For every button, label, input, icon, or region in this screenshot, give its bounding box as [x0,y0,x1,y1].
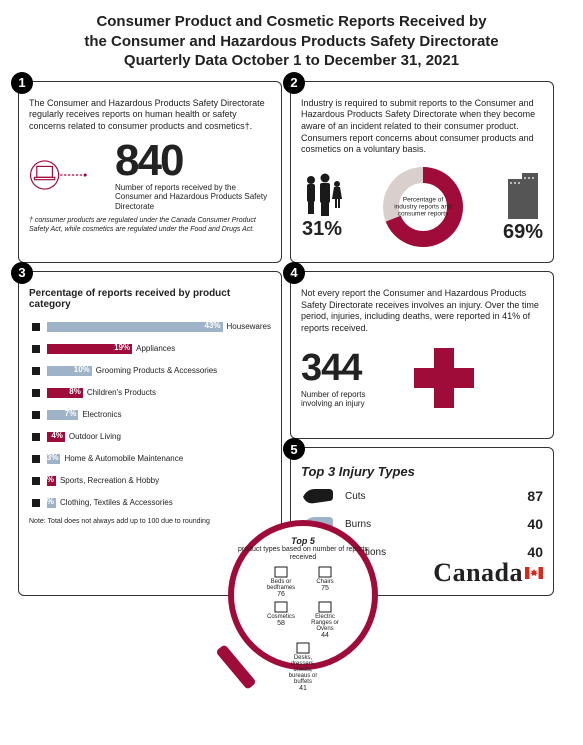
laptop-icon [29,145,107,205]
panel1-footnote: † consumer products are regulated under … [29,217,271,234]
bar-label: Electronics [82,410,121,419]
hand-icon [301,485,335,507]
panel4-number: 344 [301,347,391,390]
page-title: Consumer Product and Cosmetic Reports Re… [18,12,565,71]
people-icon [301,172,343,216]
magnifier-item-value: 58 [277,620,285,627]
magnifier-title: Top 5 [291,536,315,546]
consumer-pct: 31% [302,218,342,241]
canada-flag-icon [525,567,543,579]
magnifier-item-label: Electric Ranges or Ovens [307,614,343,632]
magnifier-item: Desks, dressers, chests, bureaus or buff… [285,641,321,692]
panel1-intro: The Consumer and Hazardous Products Safe… [29,98,271,133]
bar-row: 4% Outdoor Living [29,430,271,444]
bar-pct: 3% [47,453,59,462]
product-icon [317,565,333,579]
panel-2: 2 Industry is required to submit reports… [290,81,554,263]
panel4-caption: Number of reports involving an injury [301,390,391,409]
bar-row: 7% Electronics [29,408,271,422]
magnifier-item-value: 41 [299,685,307,692]
badge-2: 2 [283,72,305,94]
bar-label: Sports, Recreation & Hobby [60,476,159,485]
bar-label: Children's Products [87,388,156,397]
bar-label: Appliances [136,344,175,353]
bar-row: 3% Home & Automobile Maintenance [29,452,271,466]
bar-pct: 10% [74,365,90,374]
appliance-icon [29,342,43,356]
badge-1: 1 [11,72,33,94]
panel-1: 1 The Consumer and Hazardous Products Sa… [18,81,282,263]
cross-icon [409,343,479,413]
clothing-icon [29,496,43,510]
grooming-icon [29,364,43,378]
bar-row: 10% Grooming Products & Accessories [29,364,271,378]
bar-row: 2% Sports, Recreation & Hobby [29,474,271,488]
magnifier-item-value: 44 [321,632,329,639]
magnifier-item: Cosmetics 58 [263,600,299,639]
injury-row: Cuts 87 [301,485,543,507]
bar-pct: 19% [114,343,130,352]
magnifier-item: Chairs 75 [307,565,343,598]
bar-label: Clothing, Textiles & Accessories [60,498,173,507]
bar-row: 8% Children's Products [29,386,271,400]
panel5-title: Top 3 Injury Types [301,464,543,479]
magnifier-item: Beds or bedframes 76 [263,565,299,598]
building-icon [504,169,542,219]
bar-label: Outdoor Living [69,432,121,441]
product-icon [273,600,289,614]
bar-pct: 43% [205,321,221,330]
injury-count: 40 [513,516,543,532]
canada-wordmark: Canada [433,558,543,588]
bar-row: 43% Housewares [29,320,271,334]
product-icon [317,600,333,614]
donut-label: Percentage of industry reports and consu… [393,196,453,217]
industry-pct: 69% [503,221,543,244]
bar-pct: 2% [42,475,54,484]
bar-pct: 7% [65,409,77,418]
bar-label: Housewares [227,322,271,331]
bar-pct: 4% [51,431,63,440]
donut-chart: Percentage of industry reports and consu… [378,162,468,252]
badge-4: 4 [283,262,305,284]
outdoor-icon [29,430,43,444]
bar-pct: 2% [42,497,54,506]
badge-3: 3 [11,262,33,284]
bar-pct: 8% [69,387,81,396]
magnifier-item-label: Desks, dressers, chests, bureaus or buff… [285,655,321,685]
bar-row: 19% Appliances [29,342,271,356]
panel2-intro: Industry is required to submit reports t… [301,98,543,156]
injury-label: Cuts [345,491,503,502]
magnifier-item-value: 76 [277,591,285,598]
magnifier-subtitle: product types based on number of reports… [234,546,372,561]
panel4-intro: Not every report the Consumer and Hazard… [301,288,543,335]
product-icon [273,565,289,579]
child-icon [29,386,43,400]
lamp-icon [29,320,43,334]
panel-4: 4 Not every report the Consumer and Haza… [290,271,554,439]
magnifier-item-value: 75 [321,585,329,592]
panel1-caption: Number of reports received by the Consum… [115,183,271,212]
badge-5: 5 [283,438,305,460]
injury-count: 87 [513,488,543,504]
product-icon [295,641,311,655]
magnifier-item-label: Beds or bedframes [263,579,299,591]
bar-row: 2% Clothing, Textiles & Accessories [29,496,271,510]
magnifier-top5: Top 5 product types based on number of r… [228,520,400,692]
bar-label: Home & Automobile Maintenance [64,454,183,463]
panel1-number: 840 [115,139,271,183]
panel3-title: Percentage of reports received by produc… [29,288,271,310]
electronics-icon [29,408,43,422]
magnifier-item: Electric Ranges or Ovens 44 [307,600,343,639]
home-auto-icon [29,452,43,466]
sports-icon [29,474,43,488]
bar-label: Grooming Products & Accessories [96,366,217,375]
